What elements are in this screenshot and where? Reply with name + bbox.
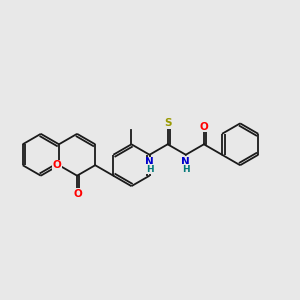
Text: O: O [53, 160, 62, 170]
Text: H: H [182, 165, 190, 174]
Text: O: O [74, 189, 82, 199]
Text: O: O [200, 122, 208, 131]
Text: H: H [146, 165, 153, 174]
Text: N: N [145, 158, 154, 167]
Text: N: N [182, 158, 190, 167]
Text: S: S [164, 118, 171, 128]
